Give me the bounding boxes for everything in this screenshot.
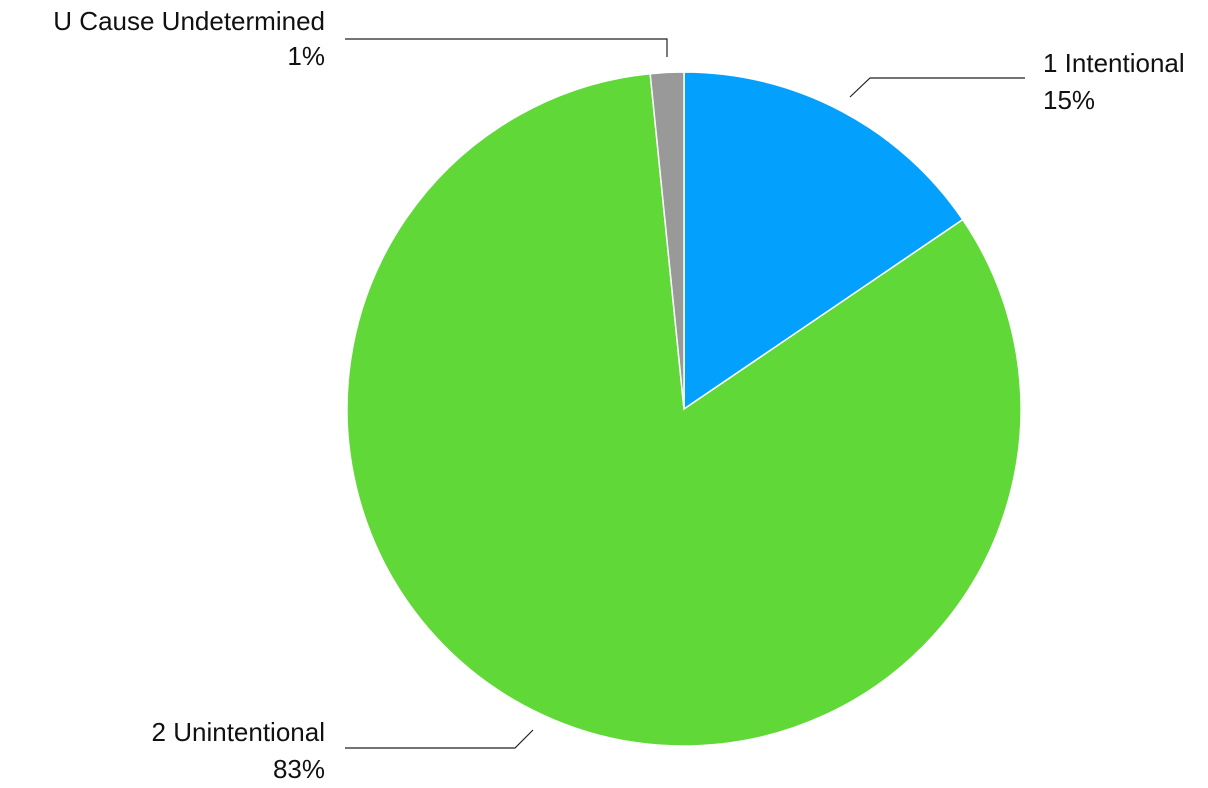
- slice-label-undetermined: U Cause Undetermined 1%: [53, 6, 668, 71]
- slice-name-undetermined: U Cause Undetermined: [53, 6, 325, 36]
- leader-line-undetermined: [345, 38, 668, 57]
- pie-slice-1-intentional: [683, 71, 964, 411]
- pie-slice-u-cause-undetermined: [649, 71, 685, 410]
- leader-line-intentional: [849, 77, 1025, 98]
- pie-slices: [346, 71, 1022, 747]
- slice-name-unintentional: 2 Unintentional: [152, 717, 325, 747]
- slice-percent-undetermined: 1%: [287, 41, 325, 71]
- slice-name-intentional: 1 Intentional: [1043, 48, 1185, 78]
- slice-label-intentional: 1 Intentional 15%: [849, 48, 1185, 115]
- pie-slice-2-unintentional: [346, 72, 1022, 747]
- slice-percent-intentional: 15%: [1043, 85, 1095, 115]
- slice-label-unintentional: 2 Unintentional 83%: [152, 717, 534, 784]
- leader-line-unintentional: [345, 729, 534, 749]
- slice-percent-unintentional: 83%: [273, 754, 325, 783]
